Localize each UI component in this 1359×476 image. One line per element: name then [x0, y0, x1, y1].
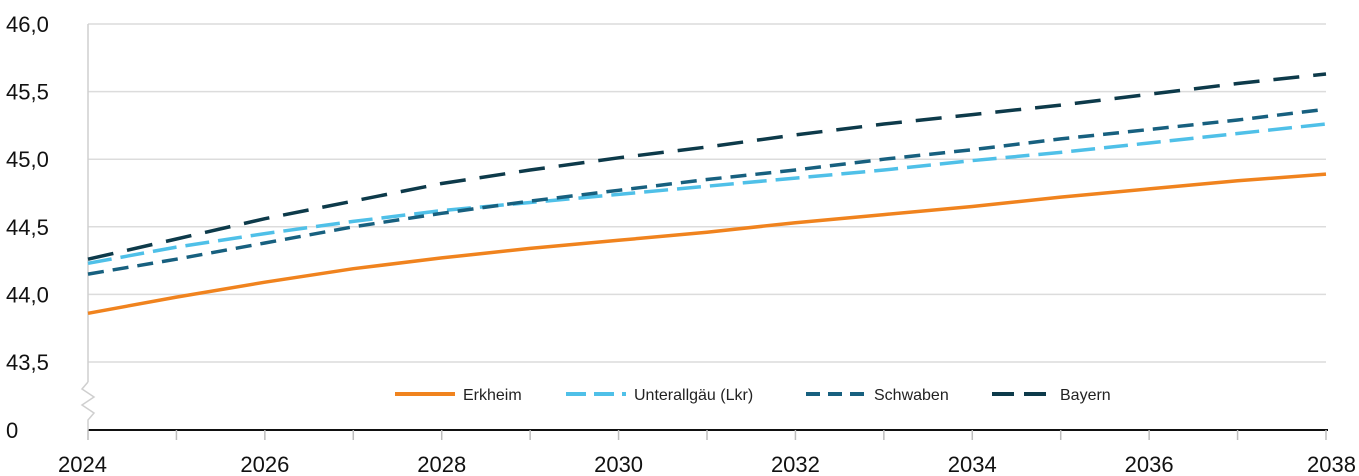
x-tick-label: 2032 [771, 452, 820, 476]
y-tick-label: 44,5 [6, 215, 49, 240]
x-tick-label: 2024 [58, 452, 107, 476]
series-line-schwaben [87, 107, 1327, 276]
series-lines [87, 72, 1327, 316]
y-tick-label: 0 [6, 418, 18, 443]
y-tick-label: 46,0 [6, 12, 49, 37]
y-tick-label: 45,5 [6, 80, 49, 105]
series-line-erkheim [87, 172, 1327, 316]
x-axis: 2024 2026 2028 2030 2032 2034 2036 2038 [58, 429, 1356, 476]
legend-label: Erkheim [463, 387, 522, 404]
x-tick-label: 2028 [417, 452, 466, 476]
legend-label: Bayern [1060, 387, 1111, 404]
legend: Erkheim Unterallgäu (Lkr) Schwaben Bayern [395, 387, 1111, 404]
y-tick-label: 45,0 [6, 147, 49, 172]
series-line-bayern [87, 72, 1327, 261]
x-tick-label: 2036 [1125, 452, 1174, 476]
y-tick-label: 44,0 [6, 282, 49, 307]
x-tick-label: 2034 [948, 452, 997, 476]
y-tick-label: 43,5 [6, 350, 49, 375]
series-line-unterallg-u-lkr [87, 122, 1327, 266]
gridlines [88, 23, 1326, 363]
x-tick-label: 2030 [594, 452, 643, 476]
legend-label: Unterallgäu (Lkr) [634, 387, 753, 404]
legend-label: Schwaben [874, 387, 949, 404]
axis-break-mark [80, 381, 96, 430]
x-tick-label: 2026 [240, 452, 289, 476]
y-axis: 0 43,5 44,0 44,5 45,0 45,5 46,0 [6, 12, 96, 443]
x-tick-label: 2038 [1307, 452, 1356, 476]
